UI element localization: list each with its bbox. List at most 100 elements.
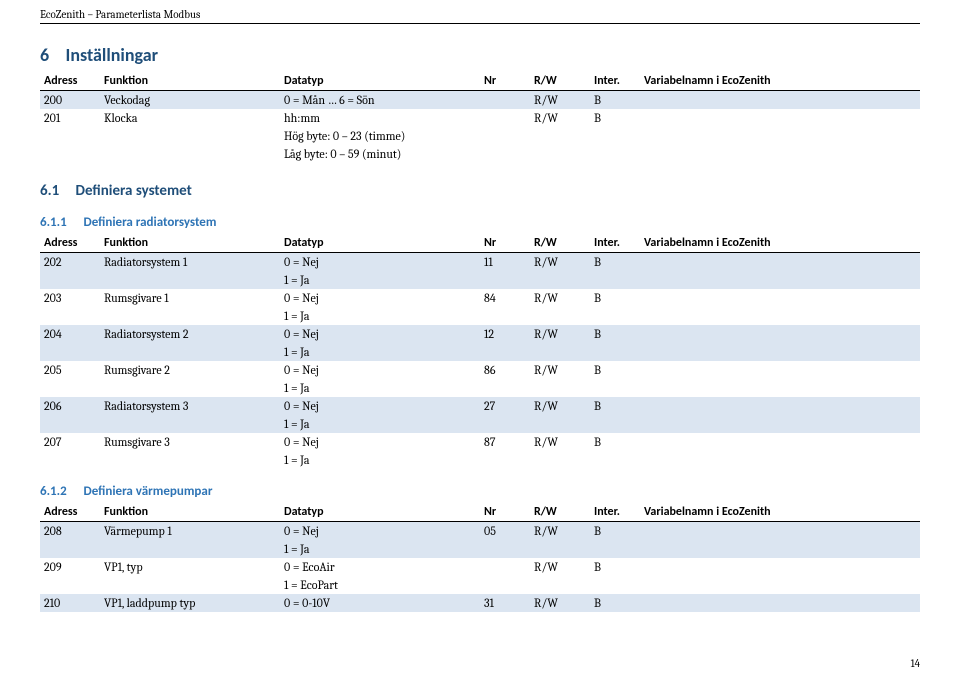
cell-funktion: Rumsgivare 2 xyxy=(100,361,280,379)
cell-datatyp: 1 = Ja xyxy=(280,451,480,469)
table-header-row: Adress Funktion Datatyp Nr R/W Inter. Va… xyxy=(40,234,920,253)
section-6-1-2-heading: 6.1.2 Definiera värmepumpar xyxy=(40,481,920,499)
cell-adress xyxy=(40,379,100,397)
cell-funktion: Rumsgivare 1 xyxy=(100,289,280,307)
cell-var xyxy=(640,594,920,612)
section-6-1-title: Definiera systemet xyxy=(76,182,192,200)
table-row: 204Radiatorsystem 20 = Nej12R/WB xyxy=(40,325,920,343)
section-6-1-num: 6.1 xyxy=(40,182,72,200)
cell-datatyp: Hög byte: 0 – 23 (timme) xyxy=(280,127,480,145)
th-nr: Nr xyxy=(480,72,530,91)
cell-var xyxy=(640,109,920,127)
cell-inter: B xyxy=(590,594,640,612)
th-rw: R/W xyxy=(530,72,590,91)
th-datatyp: Datatyp xyxy=(280,72,480,91)
cell-adress: 201 xyxy=(40,109,100,127)
th-adress: Adress xyxy=(40,234,100,253)
cell-nr: 31 xyxy=(480,594,530,612)
cell-rw: R/W xyxy=(530,325,590,343)
cell-rw: R/W xyxy=(530,433,590,451)
cell-funktion xyxy=(100,271,280,289)
cell-inter: B xyxy=(590,397,640,415)
cell-adress xyxy=(40,451,100,469)
cell-var xyxy=(640,397,920,415)
cell-nr xyxy=(480,415,530,433)
th-adress: Adress xyxy=(40,503,100,522)
section-6-1-heading: 6.1 Definiera systemet xyxy=(40,181,920,200)
cell-var xyxy=(640,307,920,325)
table-row: 1 = Ja xyxy=(40,271,920,289)
cell-funktion xyxy=(100,451,280,469)
table-row: 1 = Ja xyxy=(40,379,920,397)
cell-var xyxy=(640,145,920,163)
cell-inter xyxy=(590,451,640,469)
cell-var xyxy=(640,253,920,272)
cell-rw xyxy=(530,451,590,469)
cell-datatyp: hh:mm xyxy=(280,109,480,127)
cell-var xyxy=(640,379,920,397)
cell-inter xyxy=(590,379,640,397)
cell-adress xyxy=(40,127,100,145)
cell-nr: 12 xyxy=(480,325,530,343)
cell-inter: B xyxy=(590,91,640,110)
cell-datatyp: 1 = Ja xyxy=(280,343,480,361)
cell-funktion xyxy=(100,307,280,325)
cell-adress: 206 xyxy=(40,397,100,415)
th-inter: Inter. xyxy=(590,72,640,91)
cell-rw xyxy=(530,415,590,433)
cell-nr xyxy=(480,379,530,397)
cell-inter: B xyxy=(590,325,640,343)
cell-datatyp: 0 = Nej xyxy=(280,289,480,307)
th-inter: Inter. xyxy=(590,503,640,522)
cell-funktion: VP1, laddpump typ xyxy=(100,594,280,612)
th-inter: Inter. xyxy=(590,234,640,253)
cell-adress: 200 xyxy=(40,91,100,110)
cell-datatyp: 0 = Nej xyxy=(280,397,480,415)
cell-nr xyxy=(480,451,530,469)
cell-adress xyxy=(40,145,100,163)
cell-adress: 207 xyxy=(40,433,100,451)
doc-header: EcoZenith – Parameterlista Modbus xyxy=(40,8,920,21)
cell-rw: R/W xyxy=(530,397,590,415)
cell-inter xyxy=(590,343,640,361)
table-row: 1 = Ja xyxy=(40,451,920,469)
table-row: 1 = EcoPart xyxy=(40,576,920,594)
table-row: 202Radiatorsystem 10 = Nej11R/WB xyxy=(40,253,920,272)
cell-rw: R/W xyxy=(530,594,590,612)
cell-inter xyxy=(590,576,640,594)
section-6-1-1-title: Definiera radiatorsystem xyxy=(84,215,217,230)
cell-nr xyxy=(480,307,530,325)
cell-datatyp: 1 = Ja xyxy=(280,540,480,558)
cell-inter xyxy=(590,127,640,145)
cell-nr xyxy=(480,91,530,110)
cell-funktion xyxy=(100,127,280,145)
table-row: 207Rumsgivare 30 = Nej87R/WB xyxy=(40,433,920,451)
cell-rw xyxy=(530,307,590,325)
cell-funktion: Rumsgivare 3 xyxy=(100,433,280,451)
table-row: 1 = Ja xyxy=(40,307,920,325)
cell-rw xyxy=(530,145,590,163)
cell-rw xyxy=(530,343,590,361)
table-header-row: Adress Funktion Datatyp Nr R/W Inter. Va… xyxy=(40,72,920,91)
cell-inter: B xyxy=(590,361,640,379)
th-nr: Nr xyxy=(480,503,530,522)
cell-inter: B xyxy=(590,289,640,307)
cell-inter: B xyxy=(590,433,640,451)
cell-datatyp: 1 = Ja xyxy=(280,271,480,289)
cell-funktion: Radiatorsystem 3 xyxy=(100,397,280,415)
cell-adress: 204 xyxy=(40,325,100,343)
cell-datatyp: 1 = EcoPart xyxy=(280,576,480,594)
cell-datatyp: 0 = Nej xyxy=(280,325,480,343)
section-6-num: 6 xyxy=(40,44,62,66)
table-row: 203Rumsgivare 10 = Nej84R/WB xyxy=(40,289,920,307)
cell-funktion: VP1, typ xyxy=(100,558,280,576)
th-funktion: Funktion xyxy=(100,234,280,253)
table-row: 200Veckodag0 = Mån … 6 = SönR/WB xyxy=(40,91,920,110)
cell-var xyxy=(640,576,920,594)
cell-funktion xyxy=(100,576,280,594)
cell-inter: B xyxy=(590,109,640,127)
cell-adress xyxy=(40,415,100,433)
cell-datatyp: 0 = EcoAir xyxy=(280,558,480,576)
cell-inter: B xyxy=(590,558,640,576)
cell-datatyp: 0 = Nej xyxy=(280,253,480,272)
